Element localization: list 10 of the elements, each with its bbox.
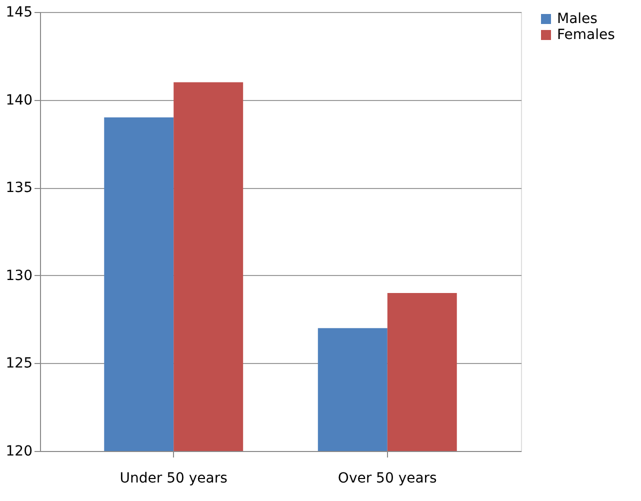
y-tick-label: 135 — [6, 180, 32, 196]
legend-label: Females — [557, 27, 615, 43]
y-tick-label: 125 — [6, 356, 32, 372]
x-tick-label: Over 50 years — [338, 470, 437, 486]
y-tick-label: 120 — [6, 444, 32, 460]
x-tick-label: Under 50 years — [120, 470, 228, 486]
y-tick-label: 130 — [6, 268, 32, 284]
y-tick-label: 145 — [6, 4, 32, 20]
y-tick-label: 140 — [6, 92, 32, 108]
legend-label: Males — [557, 11, 598, 27]
